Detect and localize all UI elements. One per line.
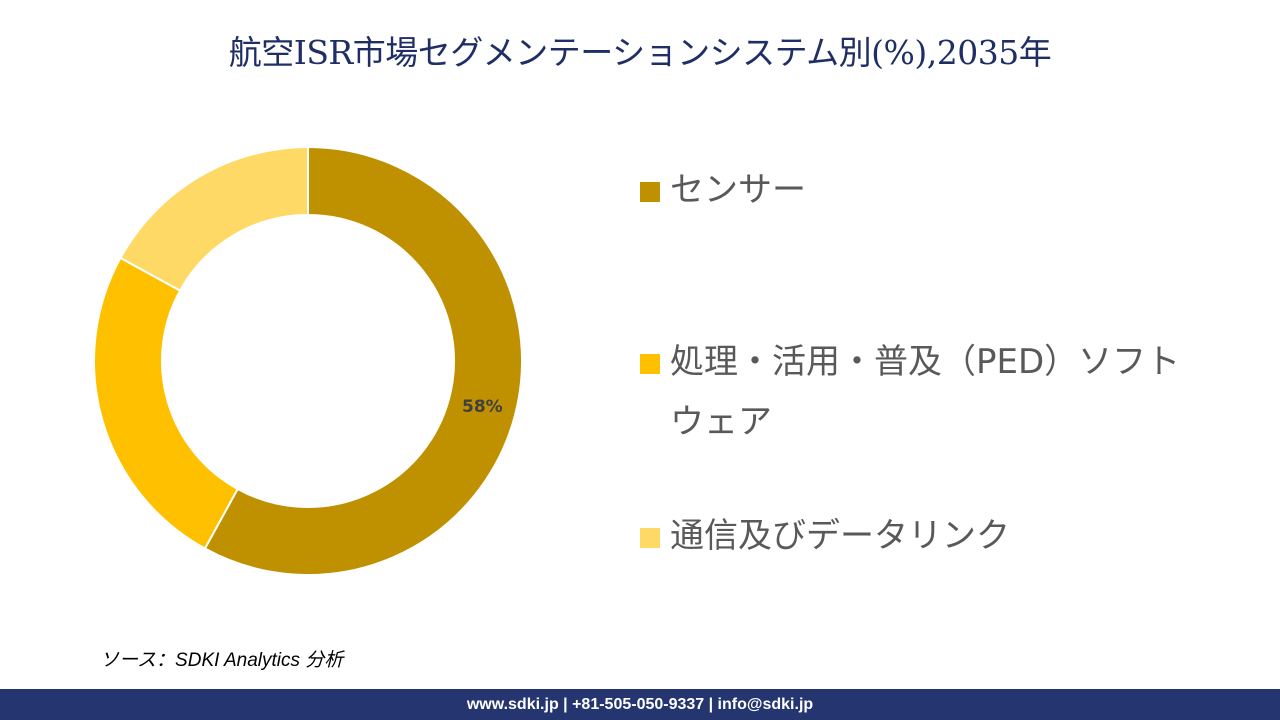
source-note: ソース：SDKI Analytics 分析 (100, 650, 344, 671)
slice-sensors (203, 145, 523, 576)
donut-chart: 58% (93, 145, 523, 576)
slice-ped-software (93, 256, 240, 550)
legend-item-datalink: 通信及びデータリンク (640, 506, 1190, 566)
footer-contact: www.sdki.jp | +81-505-050-9337 | info@sd… (0, 689, 1280, 720)
legend-label: 処理・活用・普及（PED）ソフトウェア (670, 342, 1181, 442)
data-label: 58% (462, 397, 503, 417)
chart-title: 航空ISR市場セグメンテーションシステム別(%),2035年 (228, 33, 1052, 72)
legend-label: 通信及びデータリンク (670, 516, 1010, 556)
legend-item-sensors: センサー (640, 160, 1190, 220)
legend-swatch-datalink (640, 528, 660, 548)
legend-swatch-sensors (640, 182, 660, 202)
legend-swatch-ped-software (640, 354, 660, 374)
slice-datalink (119, 145, 309, 293)
legend-label: センサー (670, 170, 806, 210)
legend-item-ped-software: 処理・活用・普及（PED）ソフトウェア (640, 332, 1190, 452)
